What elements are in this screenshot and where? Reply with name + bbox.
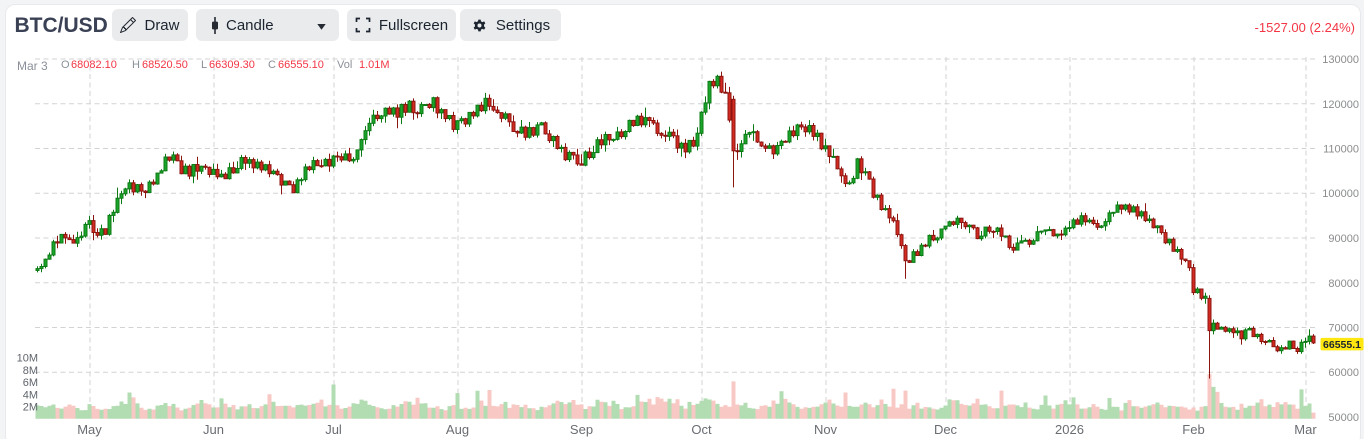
svg-text:2M: 2M (23, 402, 38, 414)
svg-text:66555.1: 66555.1 (1323, 339, 1361, 351)
svg-text:70000: 70000 (1328, 323, 1359, 335)
svg-text:80000: 80000 (1328, 278, 1359, 290)
svg-text:Sep: Sep (570, 422, 593, 437)
svg-text:Aug: Aug (446, 422, 469, 437)
svg-text:2026: 2026 (1055, 422, 1084, 437)
svg-text:100000: 100000 (1322, 188, 1359, 200)
svg-text:Oct: Oct (691, 422, 712, 437)
svg-text:Dec: Dec (934, 422, 958, 437)
svg-text:4M: 4M (23, 389, 38, 401)
svg-text:8M: 8M (23, 365, 38, 377)
svg-text:6M: 6M (23, 377, 38, 389)
svg-text:110000: 110000 (1323, 144, 1359, 156)
svg-text:Feb: Feb (1182, 422, 1204, 437)
svg-text:May: May (77, 422, 102, 437)
svg-text:Jul: Jul (325, 422, 342, 437)
svg-text:10M: 10M (17, 353, 38, 365)
svg-text:50000: 50000 (1328, 412, 1359, 424)
svg-text:130000: 130000 (1322, 54, 1359, 66)
svg-text:Nov: Nov (814, 422, 838, 437)
svg-text:60000: 60000 (1328, 367, 1359, 379)
svg-text:Jun: Jun (203, 422, 224, 437)
svg-text:120000: 120000 (1322, 99, 1359, 111)
svg-text:90000: 90000 (1328, 233, 1359, 245)
svg-text:Mar: Mar (1294, 422, 1317, 437)
